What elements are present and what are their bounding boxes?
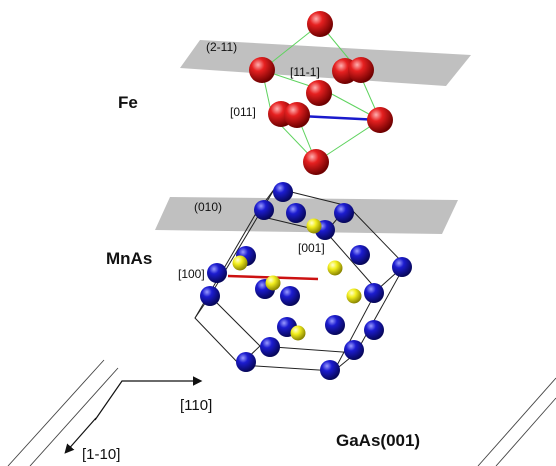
- mn-atom: [286, 203, 306, 223]
- mn-atom: [320, 360, 340, 380]
- mn-atom: [344, 340, 364, 360]
- as-atom: [265, 275, 281, 291]
- fe-plane-2-11: [180, 40, 471, 86]
- label-gaas-substrate: GaAs(001): [336, 431, 420, 450]
- fe-atoms: [249, 11, 393, 175]
- as-atom: [346, 288, 362, 304]
- mn-atoms: [200, 182, 412, 380]
- mn-atom: [207, 263, 227, 283]
- label-axis-1-10: [1-10]: [82, 446, 120, 463]
- mn-atom: [200, 286, 220, 306]
- fe-atom: [303, 149, 329, 175]
- axis-arrows: [64, 376, 203, 454]
- mn-atom: [364, 320, 384, 340]
- fe-atom: [306, 80, 332, 106]
- mn-atom: [364, 283, 384, 303]
- mn-atom: [273, 182, 293, 202]
- fe-atom: [249, 57, 275, 83]
- fe-atom: [307, 11, 333, 37]
- label-fe-direction-011: [011]: [230, 105, 256, 119]
- mn-atom: [280, 286, 300, 306]
- label-plane-010: (010): [194, 200, 222, 214]
- mn-atom: [254, 200, 274, 220]
- label-plane-2-11: (2-11): [206, 40, 237, 54]
- fe-direction-011: [299, 114, 381, 122]
- label-mnas-direction-001: [001]: [298, 241, 325, 255]
- fe-atom: [284, 102, 310, 128]
- mn-atom: [392, 257, 412, 277]
- label-fe-direction-11-1: [11-1]: [290, 65, 320, 79]
- label-axis-110: [110]: [180, 397, 212, 414]
- label-mnas-direction-100: [100]: [178, 267, 205, 281]
- substrate-outline: [7, 359, 556, 466]
- mn-atom: [325, 315, 345, 335]
- as-atom: [306, 218, 322, 234]
- label-mnas: MnAs: [106, 249, 152, 268]
- as-atoms: [232, 218, 362, 341]
- mn-atom: [260, 337, 280, 357]
- mn-atom: [334, 203, 354, 223]
- as-atom: [290, 325, 306, 341]
- fe-atom: [367, 107, 393, 133]
- fe-atom: [348, 57, 374, 83]
- mn-atom: [350, 245, 370, 265]
- mn-atom: [236, 352, 256, 372]
- axis-110-arrow: [94, 376, 203, 421]
- label-fe: Fe: [118, 93, 138, 112]
- axis-1-10-arrow: [64, 417, 97, 454]
- mnas-plane-010: [155, 197, 458, 234]
- as-atom: [327, 260, 343, 276]
- as-atom: [232, 255, 248, 271]
